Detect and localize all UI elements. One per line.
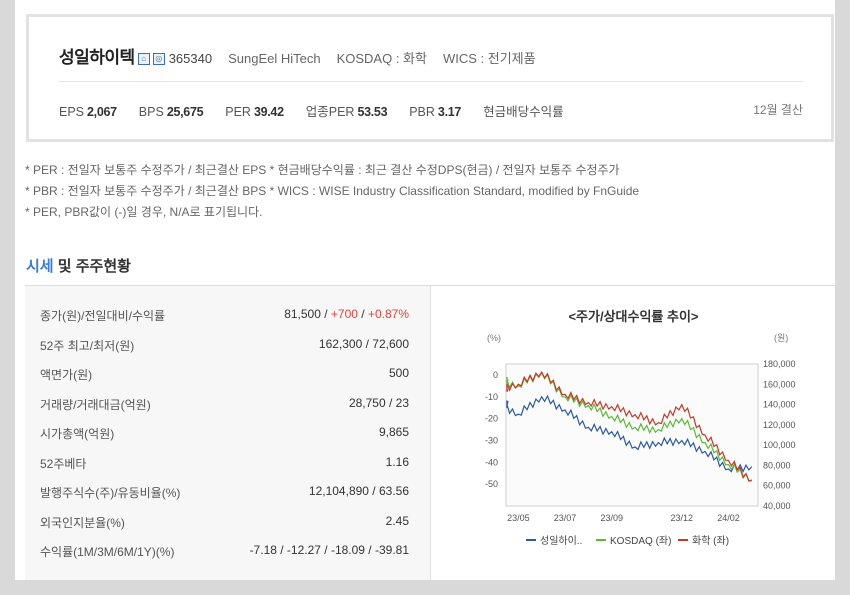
row-label: 액면가(원)	[40, 368, 93, 382]
right-axis-tick-label: 120,000	[763, 420, 796, 430]
table-row: 발행주식수(주)/유동비율(%) 12,104,890 / 63.56	[25, 476, 430, 506]
left-axis-unit: (%)	[487, 333, 501, 343]
notes: * PER : 전일자 보통주 수정주가 / 최근결산 EPS * 현금배당수익…	[25, 160, 639, 223]
right-axis-tick-label: 40,000	[763, 501, 791, 511]
metric-bps: BPS 25,675	[138, 105, 204, 119]
market-sector: KOSDAQ : 화학	[336, 51, 427, 66]
note-line: * PER : 전일자 보통주 수정주가 / 최근결산 EPS * 현금배당수익…	[25, 163, 620, 177]
page: 성일하이텍 ⌂ ◎ 365340 SungEel HiTech KOSDAQ :…	[15, 0, 835, 580]
row-value: 500	[388, 366, 409, 380]
section-title: 시세 및 주주현황	[26, 258, 131, 275]
row-value: -7.18 / -12.27 / -18.09 / -39.81	[249, 543, 409, 557]
row-label: 외국인지분율(%)	[40, 515, 125, 530]
home-badge-icon[interactable]: ⌂	[137, 53, 150, 65]
x-axis-tick-label: 23/12	[671, 513, 694, 523]
right-axis-tick-label: 140,000	[763, 400, 796, 410]
row-value: 1.16	[385, 454, 409, 469]
right-axis-tick-label: 180,000	[763, 359, 796, 369]
row-label: 시가총액(억원)	[40, 427, 115, 441]
series-line-성일하이..	[506, 394, 753, 473]
table-row: 거래량/거래대금(억원) 28,750 / 23	[25, 388, 430, 418]
row-label: 수익률(1M/3M/6M/1Y)(%)	[40, 545, 175, 559]
row-label: 52주베타	[40, 456, 87, 471]
metric-eps: EPS 2,067	[59, 105, 117, 119]
x-axis-tick-label: 23/09	[600, 513, 623, 523]
table-row: 외국인지분율(%) 2.45	[25, 506, 430, 536]
plot-area	[505, 363, 759, 507]
x-axis-tick-label: 24/02	[717, 513, 740, 523]
right-axis-tick-label: 160,000	[763, 379, 796, 389]
metric-dividend-yield: 현금배당수익률	[483, 105, 564, 119]
row-value: 162,300 / 72,600	[318, 336, 409, 351]
table-row: 수익률(1M/3M/6M/1Y)(%) -7.18 / -12.27 / -18…	[25, 535, 430, 565]
note-line: * PBR : 전일자 보통주 수정주가 / 최근결산 BPS * WICS :…	[25, 184, 640, 198]
row-value: 9,865	[378, 425, 409, 439]
right-axis-tick-label: 80,000	[763, 460, 791, 470]
stock-code: 365340	[168, 51, 213, 66]
row-value: 81,500 / +700 / +0.87%	[284, 307, 409, 321]
left-axis-tick-label: 0	[493, 370, 498, 380]
legend-label: 성일하이..	[540, 534, 582, 547]
fiscal-year-end: 12월 결산	[753, 103, 803, 117]
kosdaq-badge-icon[interactable]: ◎	[152, 53, 165, 65]
metric-per: PER 39.42	[225, 105, 284, 119]
table-row: 52주베타 1.16	[25, 447, 430, 477]
right-axis-tick-label: 60,000	[763, 481, 791, 491]
table-row: 시가총액(억원) 9,865	[25, 417, 430, 447]
english-name: SungEel HiTech	[228, 51, 321, 66]
price-info-table: 종가(원)/전일대비/수익률 81,500 / +700 / +0.87% 52…	[25, 285, 430, 580]
left-axis-tick-label: -50	[485, 479, 498, 489]
legend-label: KOSDAQ (좌)	[610, 535, 671, 547]
row-label: 발행주식수(주)/유동비율(%)	[40, 486, 181, 500]
company-title-row: 성일하이텍 ⌂ ◎ 365340 SungEel HiTech KOSDAQ :…	[59, 43, 536, 68]
table-row: 종가(원)/전일대비/수익률 81,500 / +700 / +0.87%	[25, 299, 430, 329]
left-axis-tick-label: -20	[485, 414, 498, 424]
chart-title: <주가/상대수익률 추이>	[568, 309, 699, 324]
row-value: 28,750 / 23	[348, 395, 409, 410]
right-axis-tick-label: 100,000	[763, 440, 796, 450]
series-line-화학 (좌)	[506, 370, 752, 482]
note-line: * PER, PBR값이 (-)일 경우, N/A로 표기됩니다.	[25, 205, 263, 219]
left-axis-tick-label: -40	[485, 457, 498, 467]
table-row: 52주 최고/최저(원) 162,300 / 72,600	[25, 329, 430, 359]
header-divider	[59, 81, 803, 82]
left-axis-tick-label: -30	[485, 435, 498, 445]
price-chart[interactable]: (%) (원) 0 -10 -20 -30 -40 -50 180,000 160,000 140,…	[431, 311, 836, 581]
row-label: 거래량/거래대금(억원)	[40, 397, 151, 412]
right-axis-unit: (원)	[774, 333, 788, 343]
metric-pbr: PBR 3.17	[409, 105, 462, 119]
row-value: 2.45	[385, 513, 409, 528]
wics-sector: WICS : 전기제품	[442, 51, 536, 66]
x-axis-tick-label: 23/07	[554, 513, 577, 523]
metrics-row: EPS 2,067 BPS 25,675 PER 39.42 업종PER 53.53 P…	[59, 101, 803, 120]
left-axis-tick-label: -10	[485, 392, 498, 402]
metric-industry-per: 업종PER 53.53	[305, 105, 388, 119]
table-row: 액면가(원) 500	[25, 358, 430, 388]
row-label: 52주 최고/최저(원)	[40, 338, 135, 353]
company-name: 성일하이텍	[59, 48, 135, 67]
company-header-card: 성일하이텍 ⌂ ◎ 365340 SungEel HiTech KOSDAQ :…	[26, 14, 834, 142]
price-chart-panel: <주가/상대수익률 추이> (%) (원) 0 -10 -20 -30 -40 -50 180,…	[430, 285, 835, 580]
row-label: 종가(원)/전일대비/수익률	[40, 309, 166, 323]
x-axis-tick-label: 23/05	[507, 513, 530, 523]
row-value: 12,104,890 / 63.56	[308, 484, 409, 498]
legend-label: 화학 (좌)	[692, 535, 729, 547]
